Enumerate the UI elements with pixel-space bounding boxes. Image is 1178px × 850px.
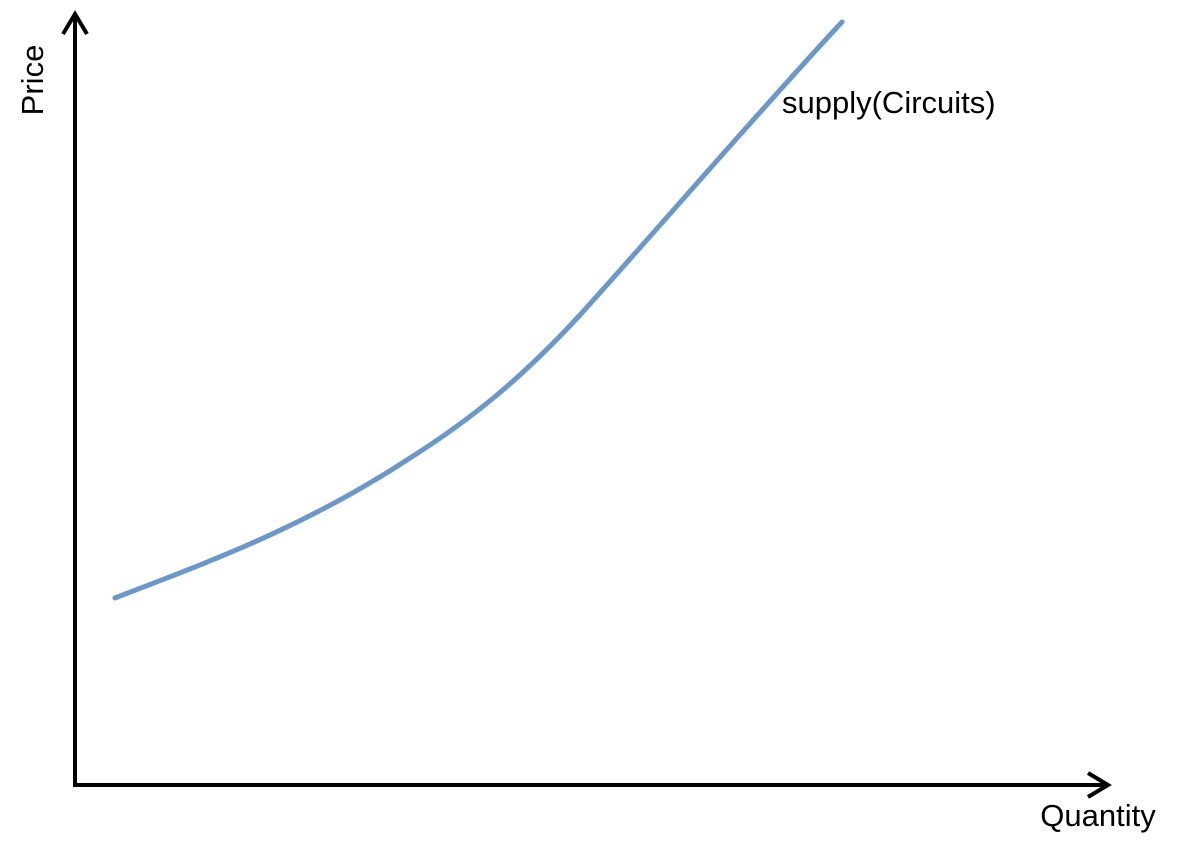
y-axis-arrow [61,10,89,36]
y-axis-label: Price [15,45,50,116]
x-axis-arrow [1086,771,1112,799]
x-axis-label: Quantity [1040,798,1156,833]
supply-curve [112,19,845,601]
curve-label: supply(Circuits) [782,85,996,120]
